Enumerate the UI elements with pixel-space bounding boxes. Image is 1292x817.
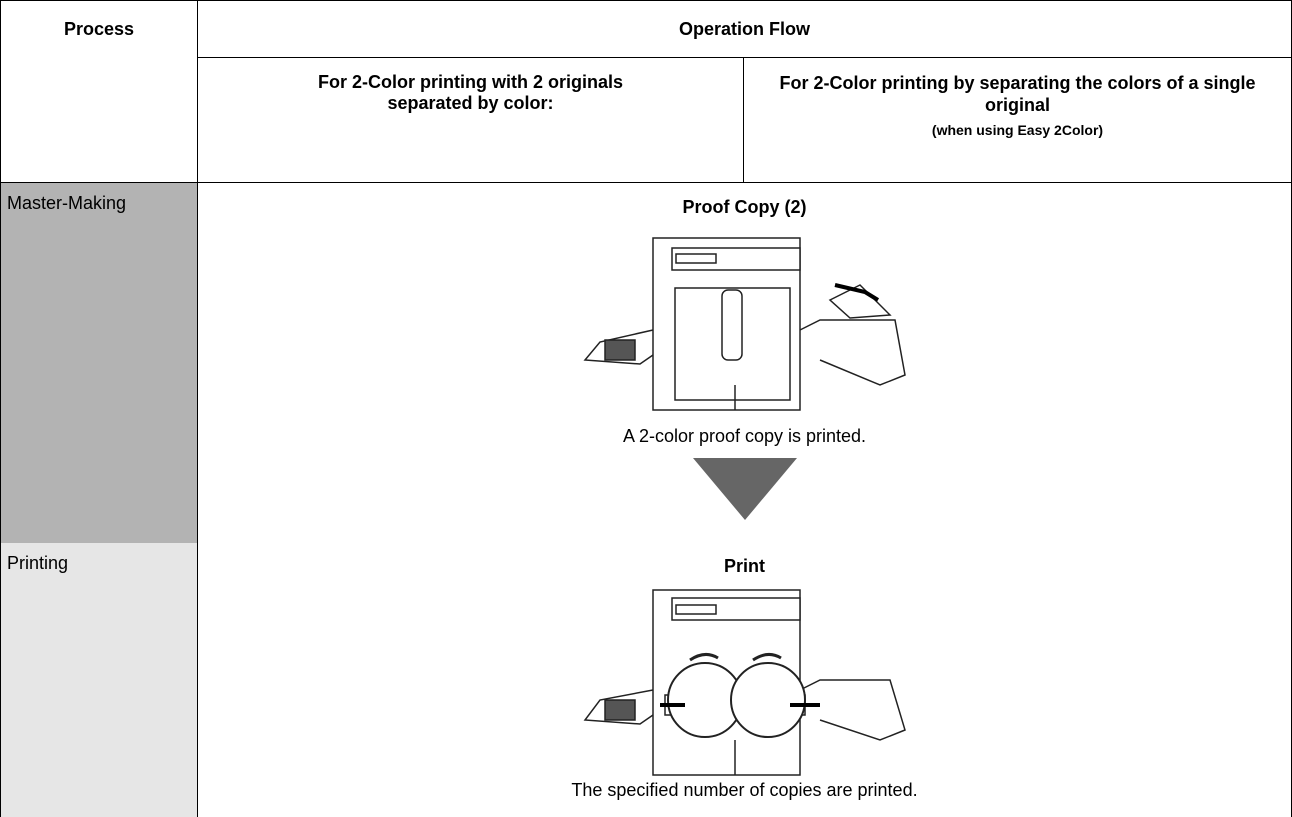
process-label: Printing bbox=[7, 553, 69, 573]
flow-title: Proof Copy (2) bbox=[682, 197, 807, 217]
process-cell: Master-Making bbox=[0, 182, 198, 544]
printer-illustration bbox=[583, 589, 906, 776]
flow-caption: A 2-color proof copy is printed. bbox=[622, 426, 867, 446]
header-text: For 2-Color printing by separating the c… bbox=[779, 73, 1256, 115]
process-cell: Printing bbox=[0, 543, 198, 817]
printer-illustration bbox=[583, 237, 906, 411]
flow-title: Print bbox=[723, 556, 765, 576]
process-label: Master-Making bbox=[7, 193, 127, 213]
flow-arrow bbox=[693, 458, 797, 520]
header-text: Process bbox=[63, 19, 135, 39]
header-col1: For 2-Color printing with 2 originals se… bbox=[197, 57, 744, 183]
header-note: (when using Easy 2Color) bbox=[931, 122, 1104, 138]
header-text: For 2-Color printing with 2 originals se… bbox=[318, 72, 623, 113]
header-text: Operation Flow bbox=[678, 18, 810, 39]
flow-caption: The specified number of copies are print… bbox=[571, 780, 918, 800]
